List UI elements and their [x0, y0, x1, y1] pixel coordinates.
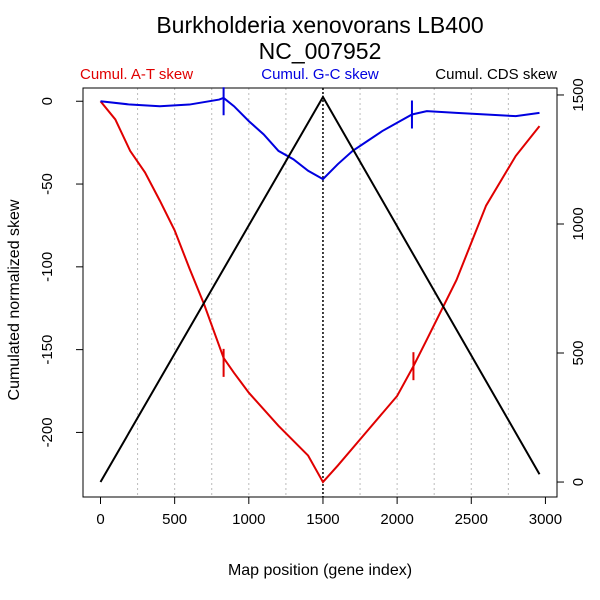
y-tick-label: -50	[39, 173, 56, 195]
y2-tick-label: 1000	[570, 207, 587, 240]
x-tick-label: 1500	[306, 511, 339, 528]
y2-tick-label: 0	[570, 478, 587, 486]
plot-frame	[82, 87, 558, 498]
x-axis-label: Map position (gene index)	[228, 562, 412, 579]
series-line	[99, 95, 541, 483]
chart-subtitle: NC_007952	[259, 38, 382, 64]
legend-label: Cumul. CDS skew	[435, 66, 557, 83]
x-tick-label: 2000	[380, 511, 413, 528]
legend-label: Cumul. A-T skew	[80, 66, 193, 83]
y2-tick-label: 500	[570, 340, 587, 365]
y-tick-label: -200	[39, 417, 56, 447]
series-line	[99, 100, 541, 484]
y-axis-label: Cumulated normalized skew	[6, 199, 23, 400]
x-tick-label: 3000	[529, 511, 562, 528]
x-tick-label: 1000	[232, 511, 265, 528]
x-tick-label: 2500	[455, 511, 488, 528]
series-line	[100, 96, 540, 181]
y-tick-label: -150	[39, 335, 56, 365]
x-tick-label: 500	[162, 511, 187, 528]
y-tick-label: -100	[39, 252, 56, 282]
y2-tick-label: 1500	[570, 78, 587, 111]
chart-title: Burkholderia xenovorans LB400	[156, 12, 483, 38]
legend-label: Cumul. G-C skew	[261, 66, 379, 83]
y-tick-label: 0	[39, 97, 56, 105]
x-tick-label: 0	[96, 511, 104, 528]
